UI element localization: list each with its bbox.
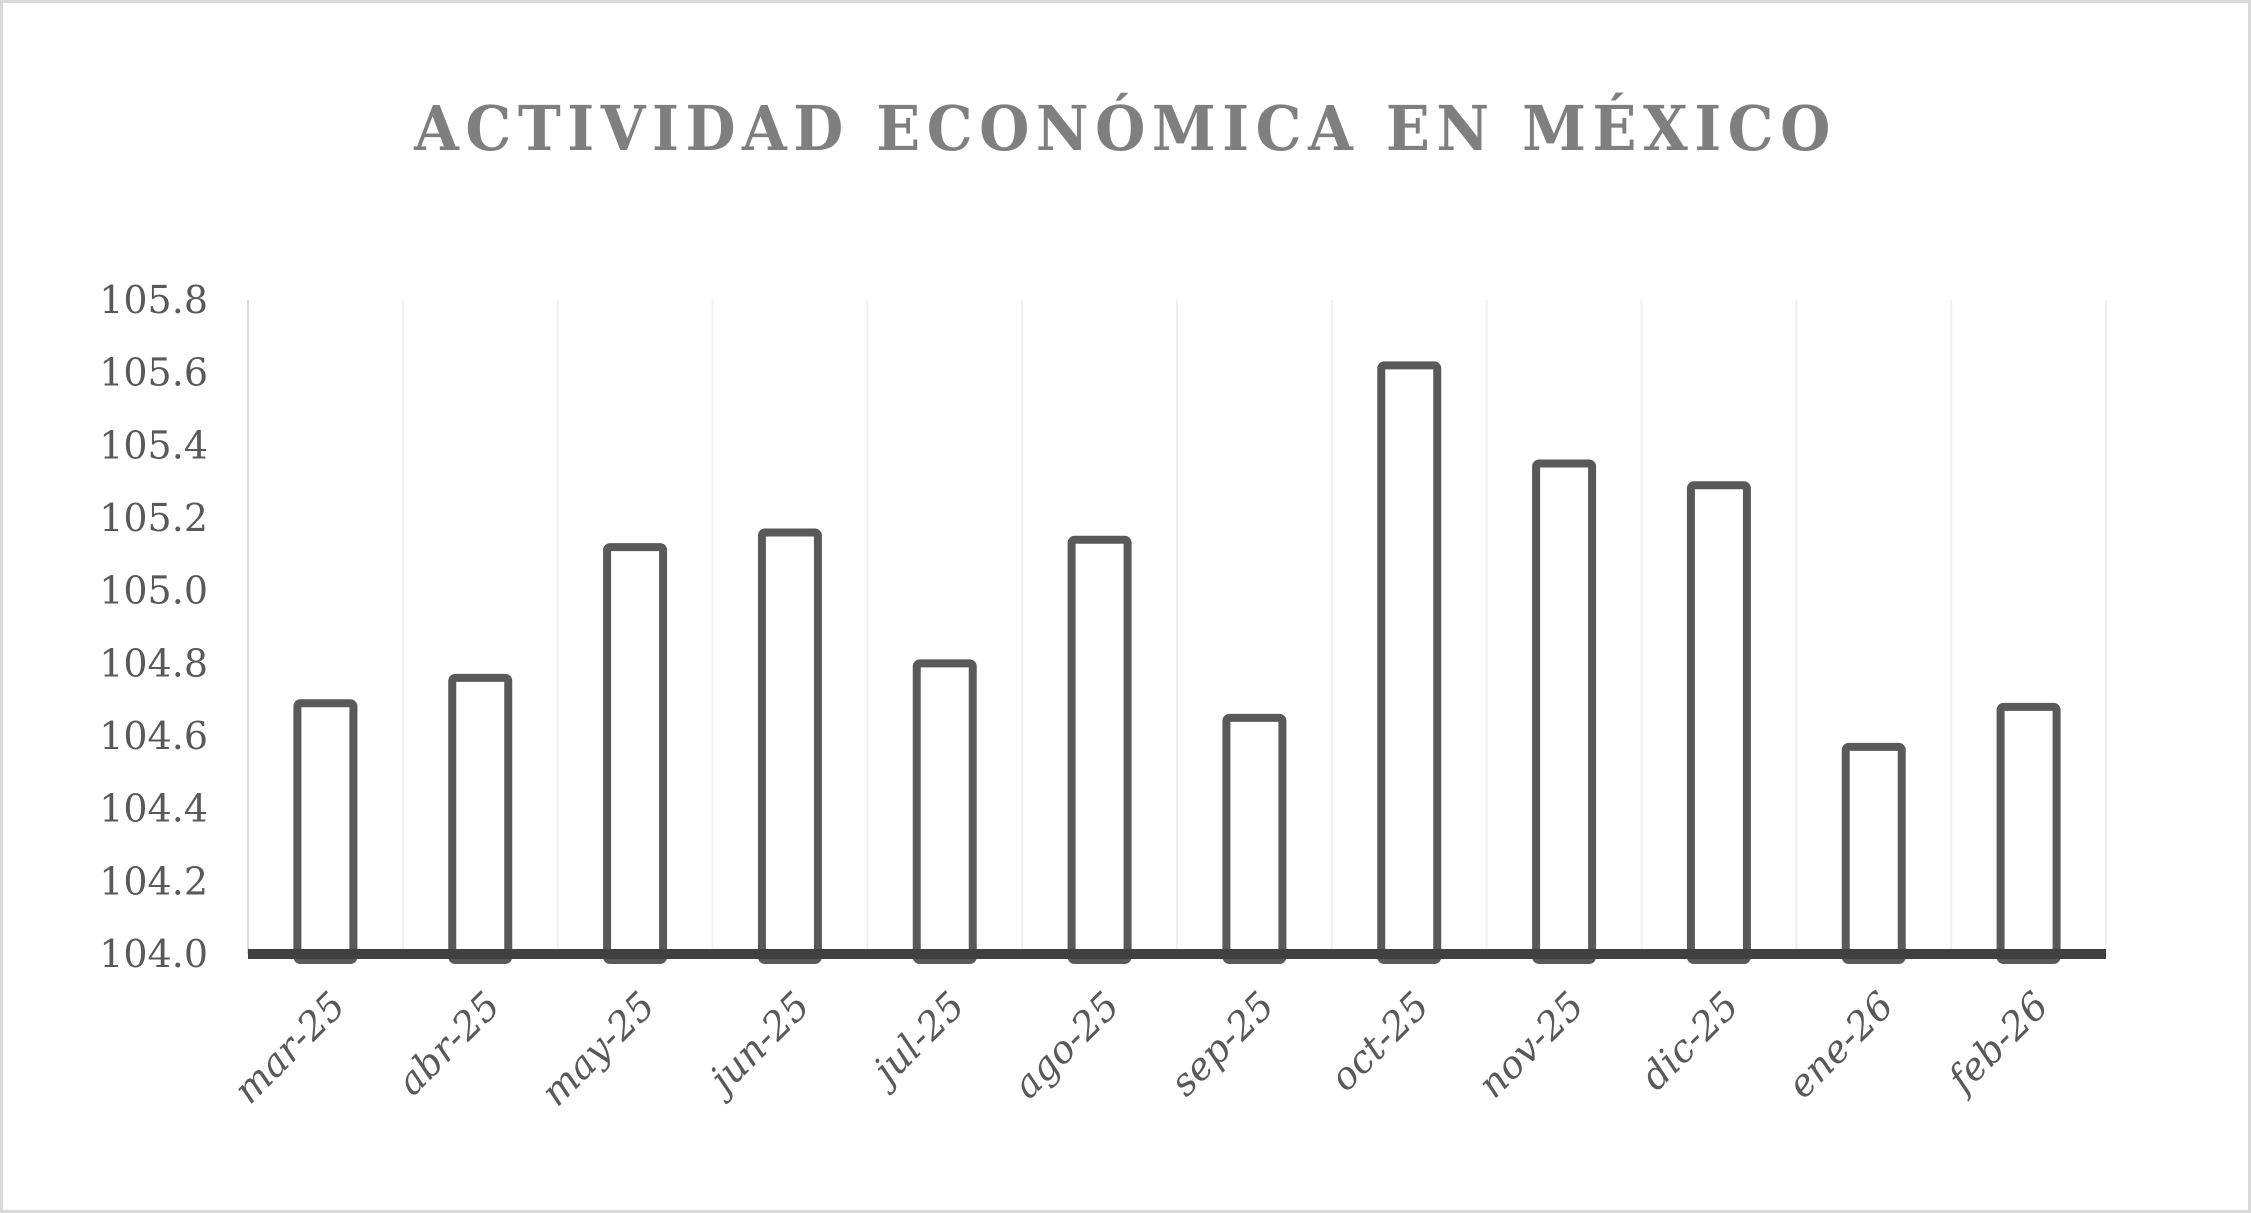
bar-ago-25 [1067, 535, 1132, 964]
x-tick-label: jun-25 [696, 983, 818, 1105]
y-tick-label: 105.6 [99, 351, 208, 395]
x-tick-label: ago-25 [1004, 983, 1128, 1107]
x-tick-label: ene-26 [1779, 983, 1903, 1107]
y-axis-ticks: 104.0 104.2 104.4 104.6 104.8 105.0 105.2 105.4… [99, 278, 208, 976]
y-tick-label: 105.4 [99, 423, 208, 467]
bar-may-25 [603, 543, 668, 964]
x-tick-label: feb-26 [1937, 983, 2057, 1103]
x-axis-ticks: mar-25 abr-25 may-25 jun-25 jul-25 ago-25 sep-… [225, 983, 2057, 1114]
bar-oct-25 [1377, 361, 1442, 964]
bar-mar-25 [293, 699, 358, 964]
y-tick-label: 105.2 [99, 496, 208, 540]
bar-ene-26 [1841, 742, 1906, 965]
y-tick-label: 104.0 [99, 932, 208, 976]
gridlines [247, 300, 2107, 954]
x-tick-label: mar-25 [225, 983, 354, 1112]
y-tick-label: 104.6 [99, 714, 208, 758]
y-tick-label: 104.4 [99, 787, 208, 831]
x-tick-label: may-25 [532, 983, 663, 1114]
x-tick-label: jul-25 [860, 983, 974, 1097]
x-tick-label: oct-25 [1321, 983, 1437, 1099]
chart-title: ACTIVIDAD ECONÓMICA EN MÉXICO [414, 92, 1837, 165]
y-tick-label: 105.0 [99, 569, 208, 613]
x-tick-label: sep-25 [1162, 983, 1283, 1104]
bar-abr-25 [448, 673, 513, 964]
y-tick-label: 104.2 [99, 859, 208, 903]
x-tick-label: abr-25 [388, 983, 508, 1103]
bar-nov-25 [1532, 459, 1597, 964]
y-tick-label: 105.8 [99, 278, 208, 322]
x-tick-label: nov-25 [1469, 983, 1592, 1106]
bar-jun-25 [757, 528, 822, 964]
bar-dic-25 [1686, 481, 1751, 964]
y-tick-label: 104.8 [99, 641, 208, 685]
bar-sep-25 [1222, 713, 1287, 964]
bars [293, 361, 2061, 965]
bar-jul-25 [912, 659, 977, 964]
x-tick-label: dic-25 [1632, 983, 1747, 1098]
bar-feb-26 [1996, 702, 2061, 965]
